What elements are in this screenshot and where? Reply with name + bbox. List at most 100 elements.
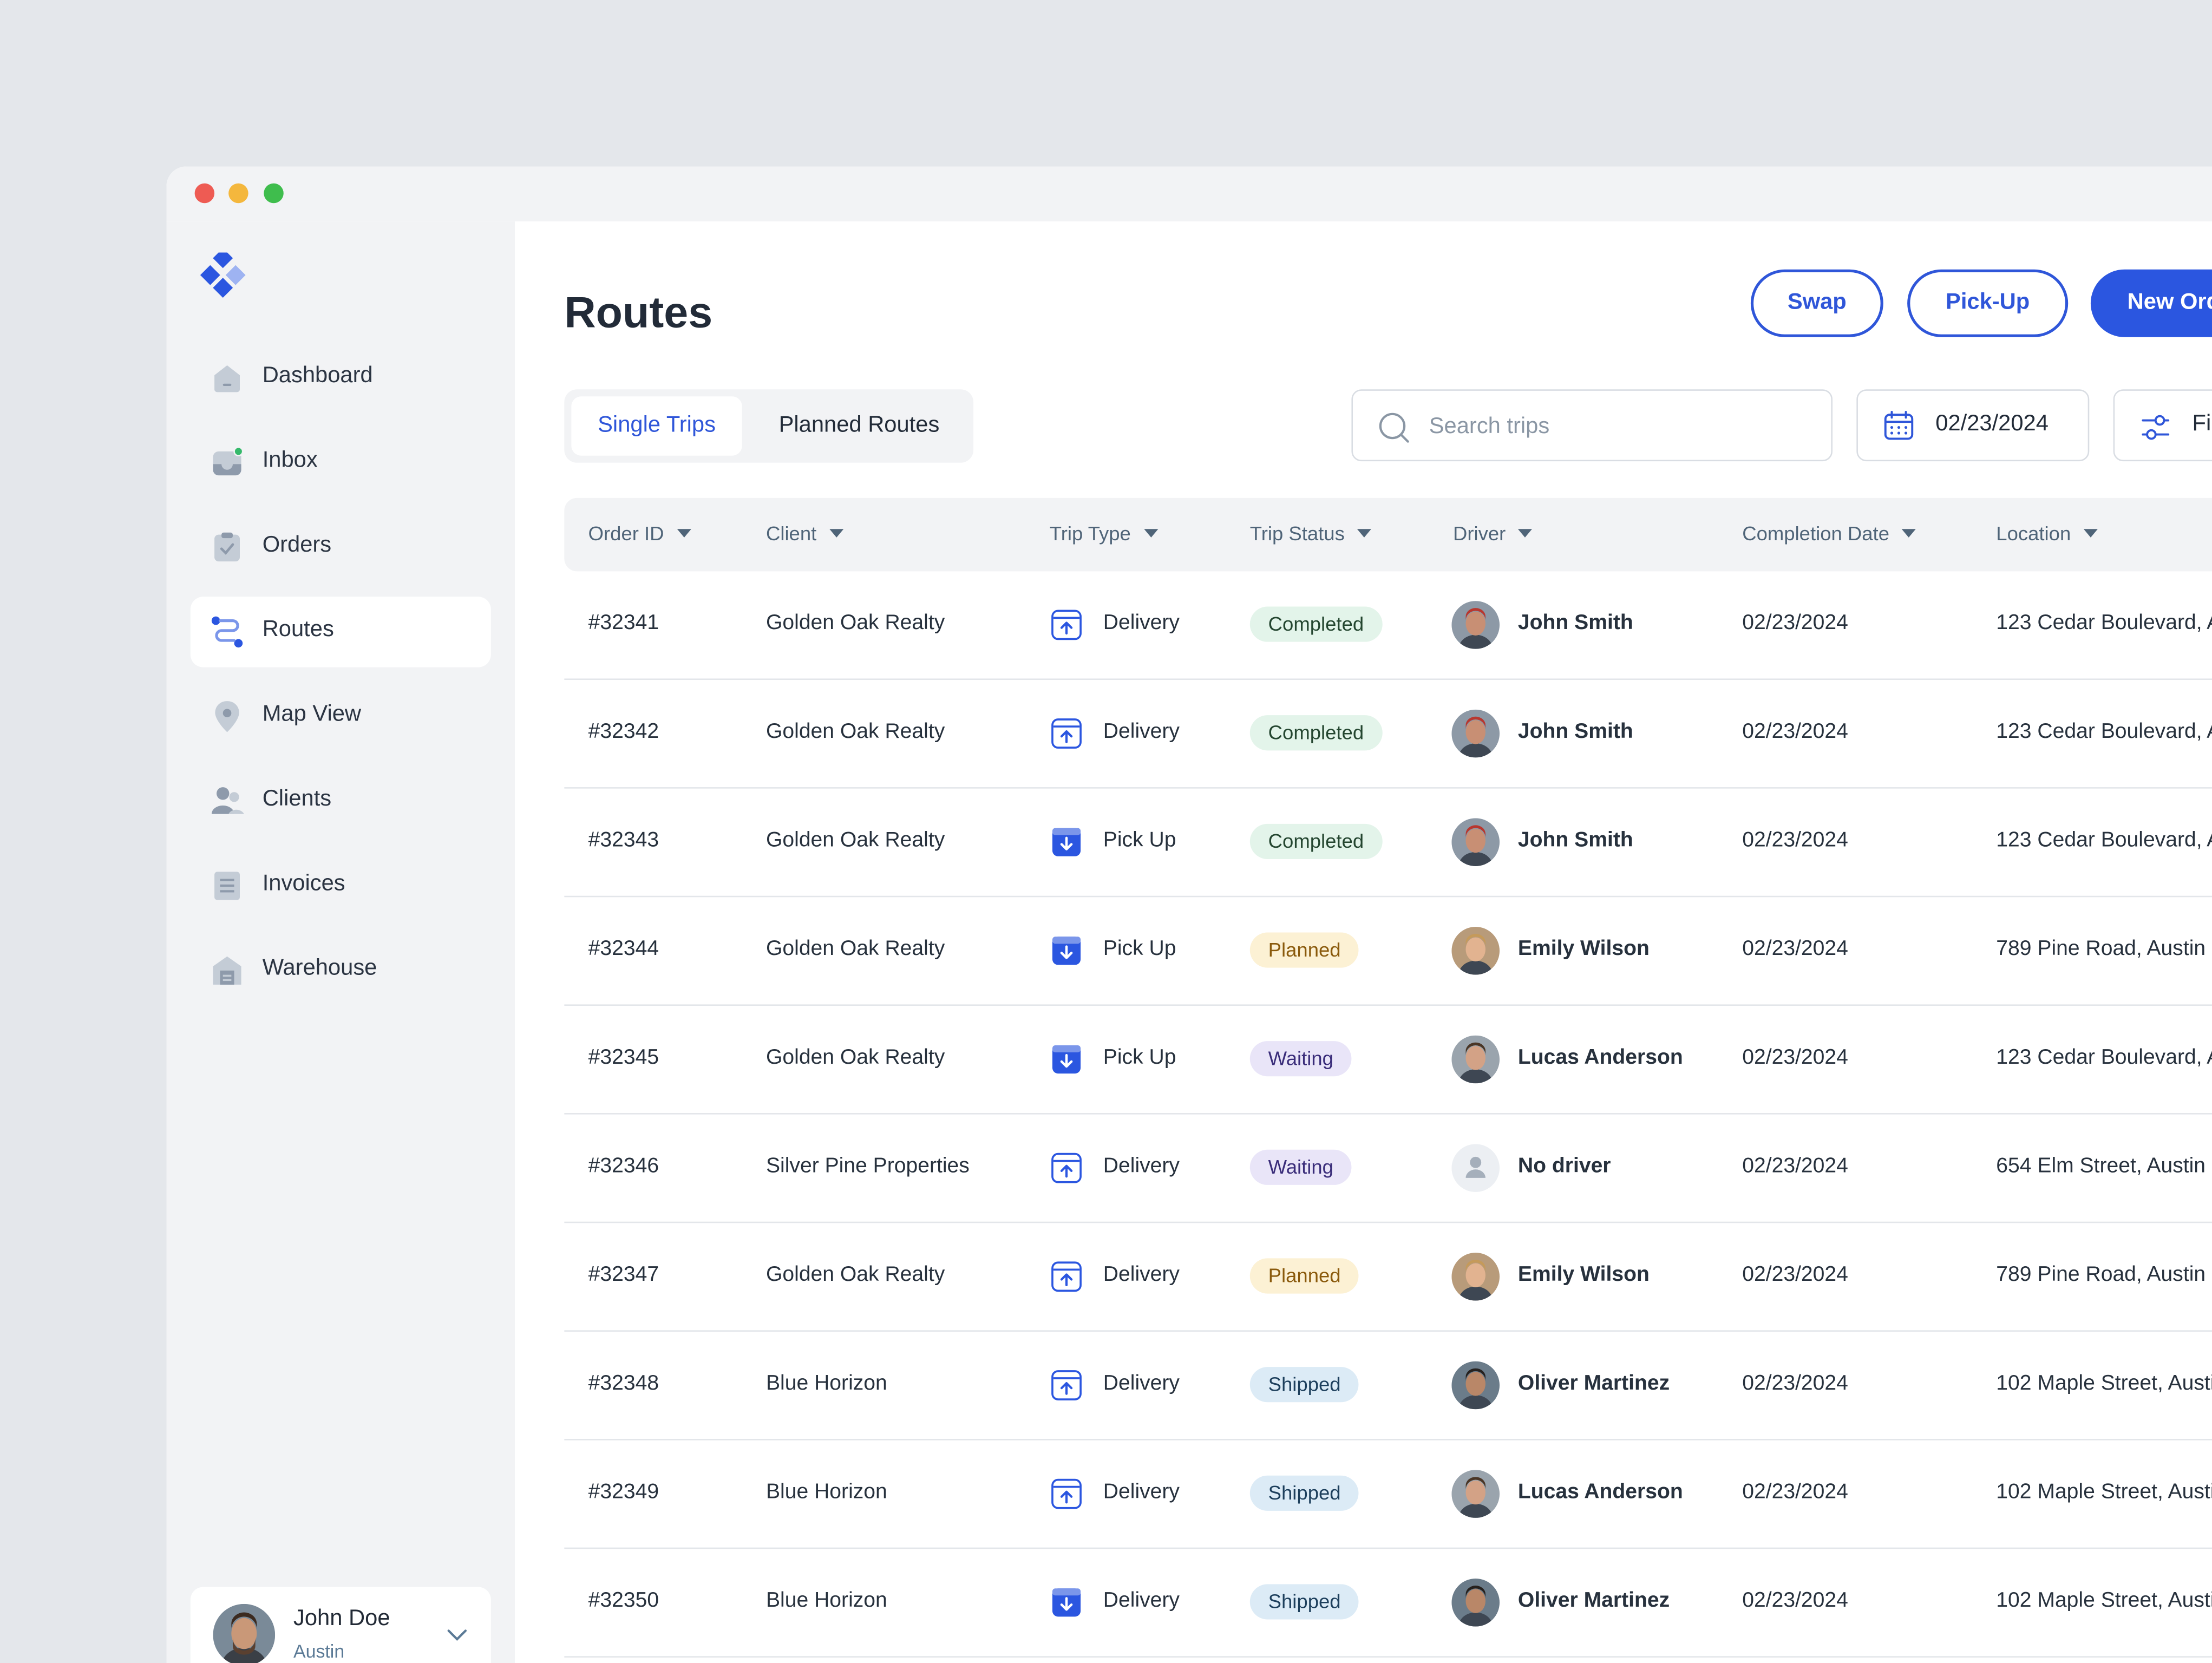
location: 654 Elm Street, Austin [1996, 1154, 2206, 1178]
date-value: 02/23/2024 [1935, 411, 2049, 436]
column-trip-type[interactable]: Trip Type [1050, 522, 1158, 545]
table-row[interactable]: #32343 Golden Oak Realty Pick Up Completed J… [564, 789, 2212, 898]
order-id[interactable]: #32342 [588, 719, 659, 744]
column-order-id[interactable]: Order ID [588, 522, 691, 545]
order-id[interactable]: #32349 [588, 1479, 659, 1504]
user-name: John Doe [293, 1607, 390, 1631]
filters-label: Filters [2192, 411, 2212, 436]
pickup-button[interactable]: Pick-Up [1907, 269, 2069, 337]
caret-down-icon [1143, 529, 1158, 538]
app-window: Dashboard Inbox Orders Routes [166, 166, 2212, 1663]
sidebar-item-warehouse[interactable]: Warehouse [191, 935, 491, 1006]
date-picker-button[interactable]: 02/23/2024 [1856, 389, 2090, 462]
completion-date: 02/23/2024 [1742, 1045, 1848, 1070]
table-row[interactable]: #32342 Golden Oak Realty Delivery Completed… [564, 680, 2212, 789]
delivery-arrow-icon [1051, 1370, 1082, 1400]
completion-date: 02/23/2024 [1742, 719, 1848, 744]
search-box [1351, 389, 1833, 462]
column-driver[interactable]: Driver [1453, 522, 1533, 545]
avatar [213, 1603, 276, 1663]
close-window-button[interactable] [194, 183, 215, 204]
location: 789 Pine Road, Austin [1996, 1262, 2206, 1287]
column-completion-date[interactable]: Completion Date [1742, 522, 1916, 545]
table-row[interactable]: #32346 Silver Pine Properties Delivery Wait… [564, 1115, 2212, 1223]
status-badge: Waiting [1249, 1149, 1352, 1185]
order-id[interactable]: #32341 [588, 611, 659, 635]
trip-type: Delivery [1103, 1479, 1180, 1504]
route-icon [211, 616, 243, 648]
caret-down-icon [1357, 529, 1372, 538]
sidebar-item-clients[interactable]: Clients [191, 766, 491, 836]
maximize-window-button[interactable] [264, 183, 284, 204]
filters-button[interactable]: Filters [2113, 389, 2212, 462]
client-name: Golden Oak Realty [765, 611, 945, 635]
location: 123 Cedar Boulevard, Austin [1996, 719, 2212, 744]
client-name: Golden Oak Realty [765, 1045, 945, 1070]
order-id[interactable]: #32350 [588, 1588, 659, 1613]
sidebar-item-routes[interactable]: Routes [190, 597, 491, 667]
table-row[interactable]: #32341 Golden Oak Realty Delivery Completed… [564, 571, 2212, 680]
sidebar-item-label: Warehouse [262, 956, 377, 981]
sidebar-item-invoices[interactable]: Invoices [191, 850, 491, 921]
client-name: Golden Oak Realty [765, 828, 945, 852]
status-badge: Shipped [1249, 1584, 1359, 1620]
order-id[interactable]: #32345 [588, 1045, 659, 1070]
search-icon [1379, 413, 1409, 443]
completion-date: 02/23/2024 [1742, 1154, 1848, 1178]
user-profile-card[interactable]: John Doe Austin [190, 1587, 491, 1663]
table-body: #32341 Golden Oak Realty Delivery Completed… [564, 571, 2212, 1658]
tab-planned-routes[interactable]: Planned Routes [778, 413, 940, 437]
diamond-logo-icon[interactable] [200, 252, 254, 306]
status-badge: Shipped [1249, 1367, 1359, 1403]
delivery-arrow-icon [1051, 1153, 1082, 1183]
swap-button[interactable]: Swap [1750, 269, 1883, 337]
sidebar-item-dashboard[interactable]: Dashboard [191, 343, 491, 413]
order-id[interactable]: #32344 [588, 937, 659, 961]
table-row[interactable]: #32347 Golden Oak Realty Delivery Planned Em… [564, 1223, 2212, 1332]
sidebar-item-map-view[interactable]: Map View [191, 682, 491, 752]
driver-name: Emily Wilson [1517, 1262, 1650, 1287]
location: 102 Maple Street, Austin [1996, 1588, 2212, 1613]
status-badge: Planned [1249, 932, 1359, 968]
minimize-window-button[interactable] [228, 183, 248, 204]
trip-type: Delivery [1103, 1262, 1180, 1287]
table-row[interactable]: #32350 Blue Horizon Delivery Shipped Oliver … [564, 1549, 2212, 1658]
pickup-arrow-icon [1052, 1588, 1081, 1617]
location: 123 Cedar Boulevard, Austin [1996, 1045, 2212, 1070]
client-name: Silver Pine Properties [765, 1154, 970, 1178]
column-location[interactable]: Location [1996, 522, 2098, 545]
column-trip-status[interactable]: Trip Status [1250, 522, 1372, 545]
table-row[interactable]: #32344 Golden Oak Realty Pick Up Planned Emi… [564, 897, 2212, 1006]
tab-single-trips[interactable]: Single Trips [571, 396, 742, 456]
client-name: Golden Oak Realty [765, 937, 945, 961]
order-id[interactable]: #32348 [588, 1371, 659, 1396]
sidebar-item-label: Orders [262, 533, 332, 558]
chevron-down-icon[interactable] [446, 1623, 468, 1646]
no-driver-avatar [1451, 1144, 1500, 1192]
client-name: Golden Oak Realty [765, 1262, 945, 1287]
sidebar-item-label: Dashboard [262, 364, 373, 388]
client-name: Blue Horizon [765, 1479, 887, 1504]
order-id[interactable]: #32347 [588, 1262, 659, 1287]
table-row[interactable]: #32349 Blue Horizon Delivery Shipped Lucas A… [564, 1441, 2212, 1549]
order-id[interactable]: #32346 [588, 1154, 659, 1178]
new-order-button[interactable]: New Order [2090, 269, 2212, 337]
driver-name: Oliver Martinez [1517, 1588, 1670, 1613]
table-row[interactable]: #32348 Blue Horizon Delivery Shipped Oliver … [564, 1332, 2212, 1441]
table-header: Order ID Client Trip Type Trip Status Dr… [564, 497, 2212, 572]
client-name: Blue Horizon [765, 1588, 887, 1613]
search-input[interactable] [1426, 406, 1813, 449]
column-client[interactable]: Client [766, 522, 843, 545]
sidebar-item-label: Map View [262, 702, 362, 727]
sidebar: Dashboard Inbox Orders Routes [166, 221, 515, 1663]
trip-type: Delivery [1103, 1588, 1180, 1613]
driver-name: John Smith [1517, 828, 1633, 852]
sidebar-item-orders[interactable]: Orders [191, 512, 491, 582]
pickup-arrow-icon [1052, 937, 1081, 965]
page-title: Routes [564, 287, 713, 337]
order-id[interactable]: #32343 [588, 828, 659, 852]
table-row[interactable]: #32345 Golden Oak Realty Pick Up Waiting Luc… [564, 1006, 2212, 1115]
sidebar-item-inbox[interactable]: Inbox [191, 428, 491, 498]
invoice-icon [214, 872, 240, 900]
